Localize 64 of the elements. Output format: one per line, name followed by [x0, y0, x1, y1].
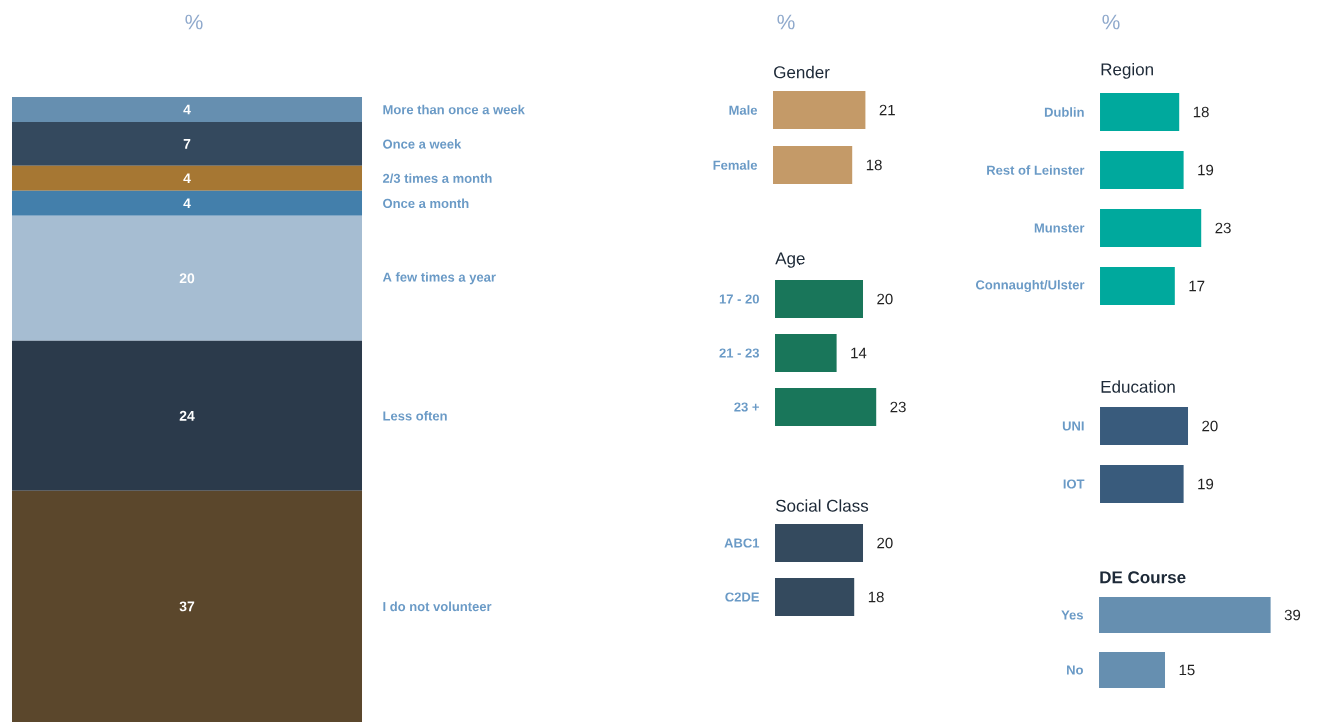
y-tick-label: Female	[713, 160, 758, 170]
text: %	[777, 14, 795, 30]
y-tick-label: Munster	[1034, 223, 1085, 233]
series-label: More than once a week	[383, 104, 525, 115]
data-label: 20	[1202, 420, 1218, 432]
data-label: 24	[179, 410, 195, 421]
bar	[12, 490, 363, 722]
y-tick-label: Rest of Leinster	[987, 165, 1085, 175]
data-label: 4	[183, 173, 191, 184]
bar	[12, 190, 363, 216]
data-label: 14	[851, 347, 867, 359]
bar	[1100, 150, 1184, 189]
series-label: Once a month	[383, 198, 469, 209]
bar	[12, 215, 363, 341]
y-tick-label: 17 - 20	[719, 294, 759, 304]
data-label: 23	[1215, 222, 1231, 234]
y-tick-label: 21 - 23	[719, 348, 760, 358]
bar	[12, 340, 363, 491]
data-label: 20	[877, 293, 893, 305]
series-label: I do not volunteer	[383, 601, 492, 612]
y-tick-label: C2DE	[725, 592, 759, 602]
data-label: 20	[179, 273, 195, 284]
bar	[12, 165, 363, 191]
bar	[1100, 266, 1175, 305]
y-tick-label: Male	[729, 105, 758, 115]
chart-title: Age	[775, 252, 805, 268]
data-label: 18	[866, 159, 882, 171]
y-tick-label: IOT	[1063, 479, 1085, 489]
data-label: 15	[1179, 664, 1195, 676]
text: %	[1102, 14, 1120, 30]
bar	[1100, 92, 1180, 131]
chart-title: DE Course	[1100, 571, 1186, 584]
data-label: 20	[877, 537, 893, 549]
y-tick-label: Yes	[1061, 610, 1083, 620]
chart-title: Education	[1101, 380, 1175, 393]
chart-title: Gender	[774, 65, 830, 79]
data-label: 18	[1193, 106, 1209, 118]
y-tick-label: 23 +	[734, 402, 759, 412]
data-label: 18	[868, 591, 884, 603]
data-label: 7	[183, 139, 191, 149]
data-label: 23	[890, 401, 906, 413]
series-label: Less often	[383, 410, 447, 421]
data-label: 4	[183, 104, 191, 115]
bar	[12, 121, 363, 166]
y-tick-label: Connaught/Ulster	[975, 279, 1085, 293]
data-label: 17	[1189, 280, 1205, 292]
chart-title: Region	[1101, 62, 1153, 79]
bar	[1100, 208, 1202, 247]
data-label: 19	[1198, 478, 1214, 490]
series-label: 2/3 times a month	[382, 173, 492, 184]
y-tick-label: UNI	[1062, 421, 1084, 431]
text: %	[185, 14, 203, 30]
data-label: 21	[879, 104, 895, 116]
chart-title: Social Class	[775, 499, 869, 512]
series-label: A few times a year	[382, 272, 496, 285]
bar	[12, 96, 363, 122]
data-label: 19	[1198, 164, 1214, 176]
y-tick-label: No	[1067, 665, 1083, 675]
series-label: Once a week	[383, 139, 462, 149]
y-tick-label: Dublin	[1044, 107, 1084, 117]
data-label: 39	[1284, 609, 1301, 621]
data-label: 4	[183, 198, 191, 209]
y-tick-label: ABC1	[724, 538, 760, 548]
data-label: 37	[179, 601, 195, 612]
